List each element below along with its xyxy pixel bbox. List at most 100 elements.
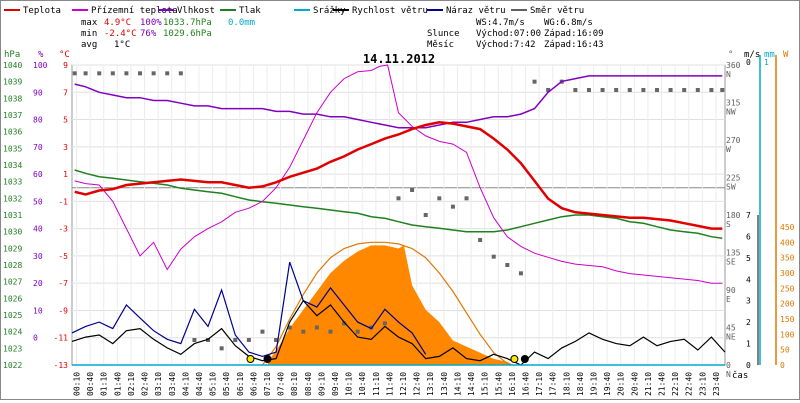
tick-x: 18:10 (562, 372, 571, 396)
tick-hpa: 1036 (3, 128, 22, 137)
wind-dir-point (342, 321, 347, 326)
wind-dir-point (641, 88, 646, 92)
axis-hpa-label: hPa (4, 50, 20, 60)
tick-x: 07:40 (277, 372, 286, 396)
tick-degc: -13 (54, 361, 69, 370)
tick-w: 150 (780, 315, 795, 324)
tick-pct: 70 (33, 143, 43, 152)
info-block: WS:4.7m/s WG:6.8m/s Slunce Východ:07:00 … (427, 18, 604, 50)
tick-degc: 7 (63, 88, 68, 97)
tick-hpa: 1023 (3, 344, 22, 353)
tick-deg: 45 (726, 324, 736, 333)
tick-x: 04:10 (181, 372, 190, 396)
tick-pct: 100 (33, 61, 48, 70)
tick-hpa: 1024 (3, 328, 22, 337)
tick-w: 250 (780, 284, 795, 293)
tick-hpa: 1031 (3, 211, 22, 220)
wind-dir-point (192, 338, 197, 342)
wind-dir-point (287, 325, 292, 330)
chart-title: 14.11.2012 (363, 52, 435, 66)
wind-dir-point (491, 254, 496, 259)
tick-deg: 0 (726, 361, 731, 370)
tick-hpa: 1035 (3, 144, 22, 153)
tick-w: 450 (780, 223, 795, 232)
tick-x: 11:10 (372, 372, 381, 396)
tick-x: 09:10 (317, 372, 326, 396)
stat-max-rain: 0.0mm (228, 18, 255, 28)
wind-dir-point (97, 71, 102, 76)
tick-x: 04:40 (195, 372, 204, 396)
tick-x: 20:40 (630, 372, 639, 396)
tick-dir: W (726, 145, 731, 154)
tick-x: 15:10 (481, 372, 490, 396)
tick-x: 14:40 (467, 372, 476, 396)
axis-x-label: čas (732, 370, 748, 381)
tick-x: 16:40 (521, 372, 530, 396)
info-wg: WG:6.8m/s (544, 18, 593, 28)
tick-dir: S (726, 220, 731, 229)
tick-x: 16:10 (508, 372, 517, 396)
tick-x: 14:10 (453, 372, 462, 396)
stat-avg-label: avg (81, 40, 97, 50)
tick-pct: 40 (33, 225, 43, 234)
tick-deg: 90 (726, 286, 736, 295)
tick-deg: 315 (726, 99, 741, 108)
tick-hpa: 1034 (3, 161, 22, 170)
sunset-icon (510, 355, 519, 363)
tick-x: 06:10 (236, 372, 245, 396)
tick-ms-top: 0 (746, 58, 751, 67)
info-mesic-label: Měsíc (427, 40, 454, 50)
wind-dir-point (206, 338, 211, 342)
tick-degc: 1 (63, 170, 68, 179)
tick-x: 22:10 (671, 372, 680, 396)
tick-degc: 3 (63, 143, 68, 152)
wind-dir-point (151, 71, 156, 76)
tick-hpa: 1037 (3, 111, 22, 120)
wind-dir-point (546, 88, 551, 92)
tick-dir: N (726, 370, 731, 379)
tick-hpa: 1022 (3, 361, 22, 370)
tick-x: 01:10 (100, 372, 109, 396)
tick-x: 00:10 (73, 372, 82, 396)
wind-dir-point (328, 329, 333, 334)
stat-max-label: max (81, 18, 98, 28)
tick-mm-top: 1 (764, 58, 769, 67)
tick-x: 13:10 (426, 372, 435, 396)
wind-dir-point (410, 188, 415, 192)
tick-hpa: 1040 (3, 61, 22, 70)
legend-label: Náraz větru (446, 6, 506, 16)
series-humidity (74, 75, 723, 129)
tick-hpa: 1039 (3, 78, 22, 87)
legend-label: Směr větru (530, 6, 584, 16)
wind-dir-point (478, 238, 483, 242)
tick-hpa: 1027 (3, 278, 22, 287)
wind-dir-point (83, 71, 88, 76)
tick-w: 350 (780, 254, 795, 263)
wind-dir-point (614, 88, 619, 92)
tick-x: 03:10 (154, 372, 163, 396)
tick-x: 10:10 (345, 372, 354, 396)
tick-deg: 135 (726, 249, 741, 258)
wind-dir-point (233, 338, 238, 342)
tick-x: 00:40 (86, 372, 95, 396)
wind-dir-point (627, 88, 632, 92)
wind-dir-point (586, 88, 591, 92)
tick-x: 02:40 (141, 372, 150, 396)
tick-ms: 7 (746, 211, 751, 220)
wind-dir-point (165, 71, 170, 76)
wind-dir-point (518, 271, 523, 276)
tick-hpa: 1026 (3, 294, 22, 303)
wind-dir-point (260, 329, 265, 334)
sunrise-icon (246, 355, 255, 363)
tick-hpa: 1038 (3, 94, 22, 103)
tick-degc: -11 (54, 334, 69, 343)
stat-min-temp: -2.4°C (104, 29, 137, 39)
tick-x: 10:40 (358, 372, 367, 396)
tick-deg: 360 (726, 61, 741, 70)
moonrise-icon (263, 355, 272, 363)
tick-ms: 5 (746, 254, 751, 263)
tick-hpa: 1032 (3, 194, 22, 203)
legend-label: Teplota (23, 6, 61, 16)
tick-degc: -7 (58, 279, 68, 288)
